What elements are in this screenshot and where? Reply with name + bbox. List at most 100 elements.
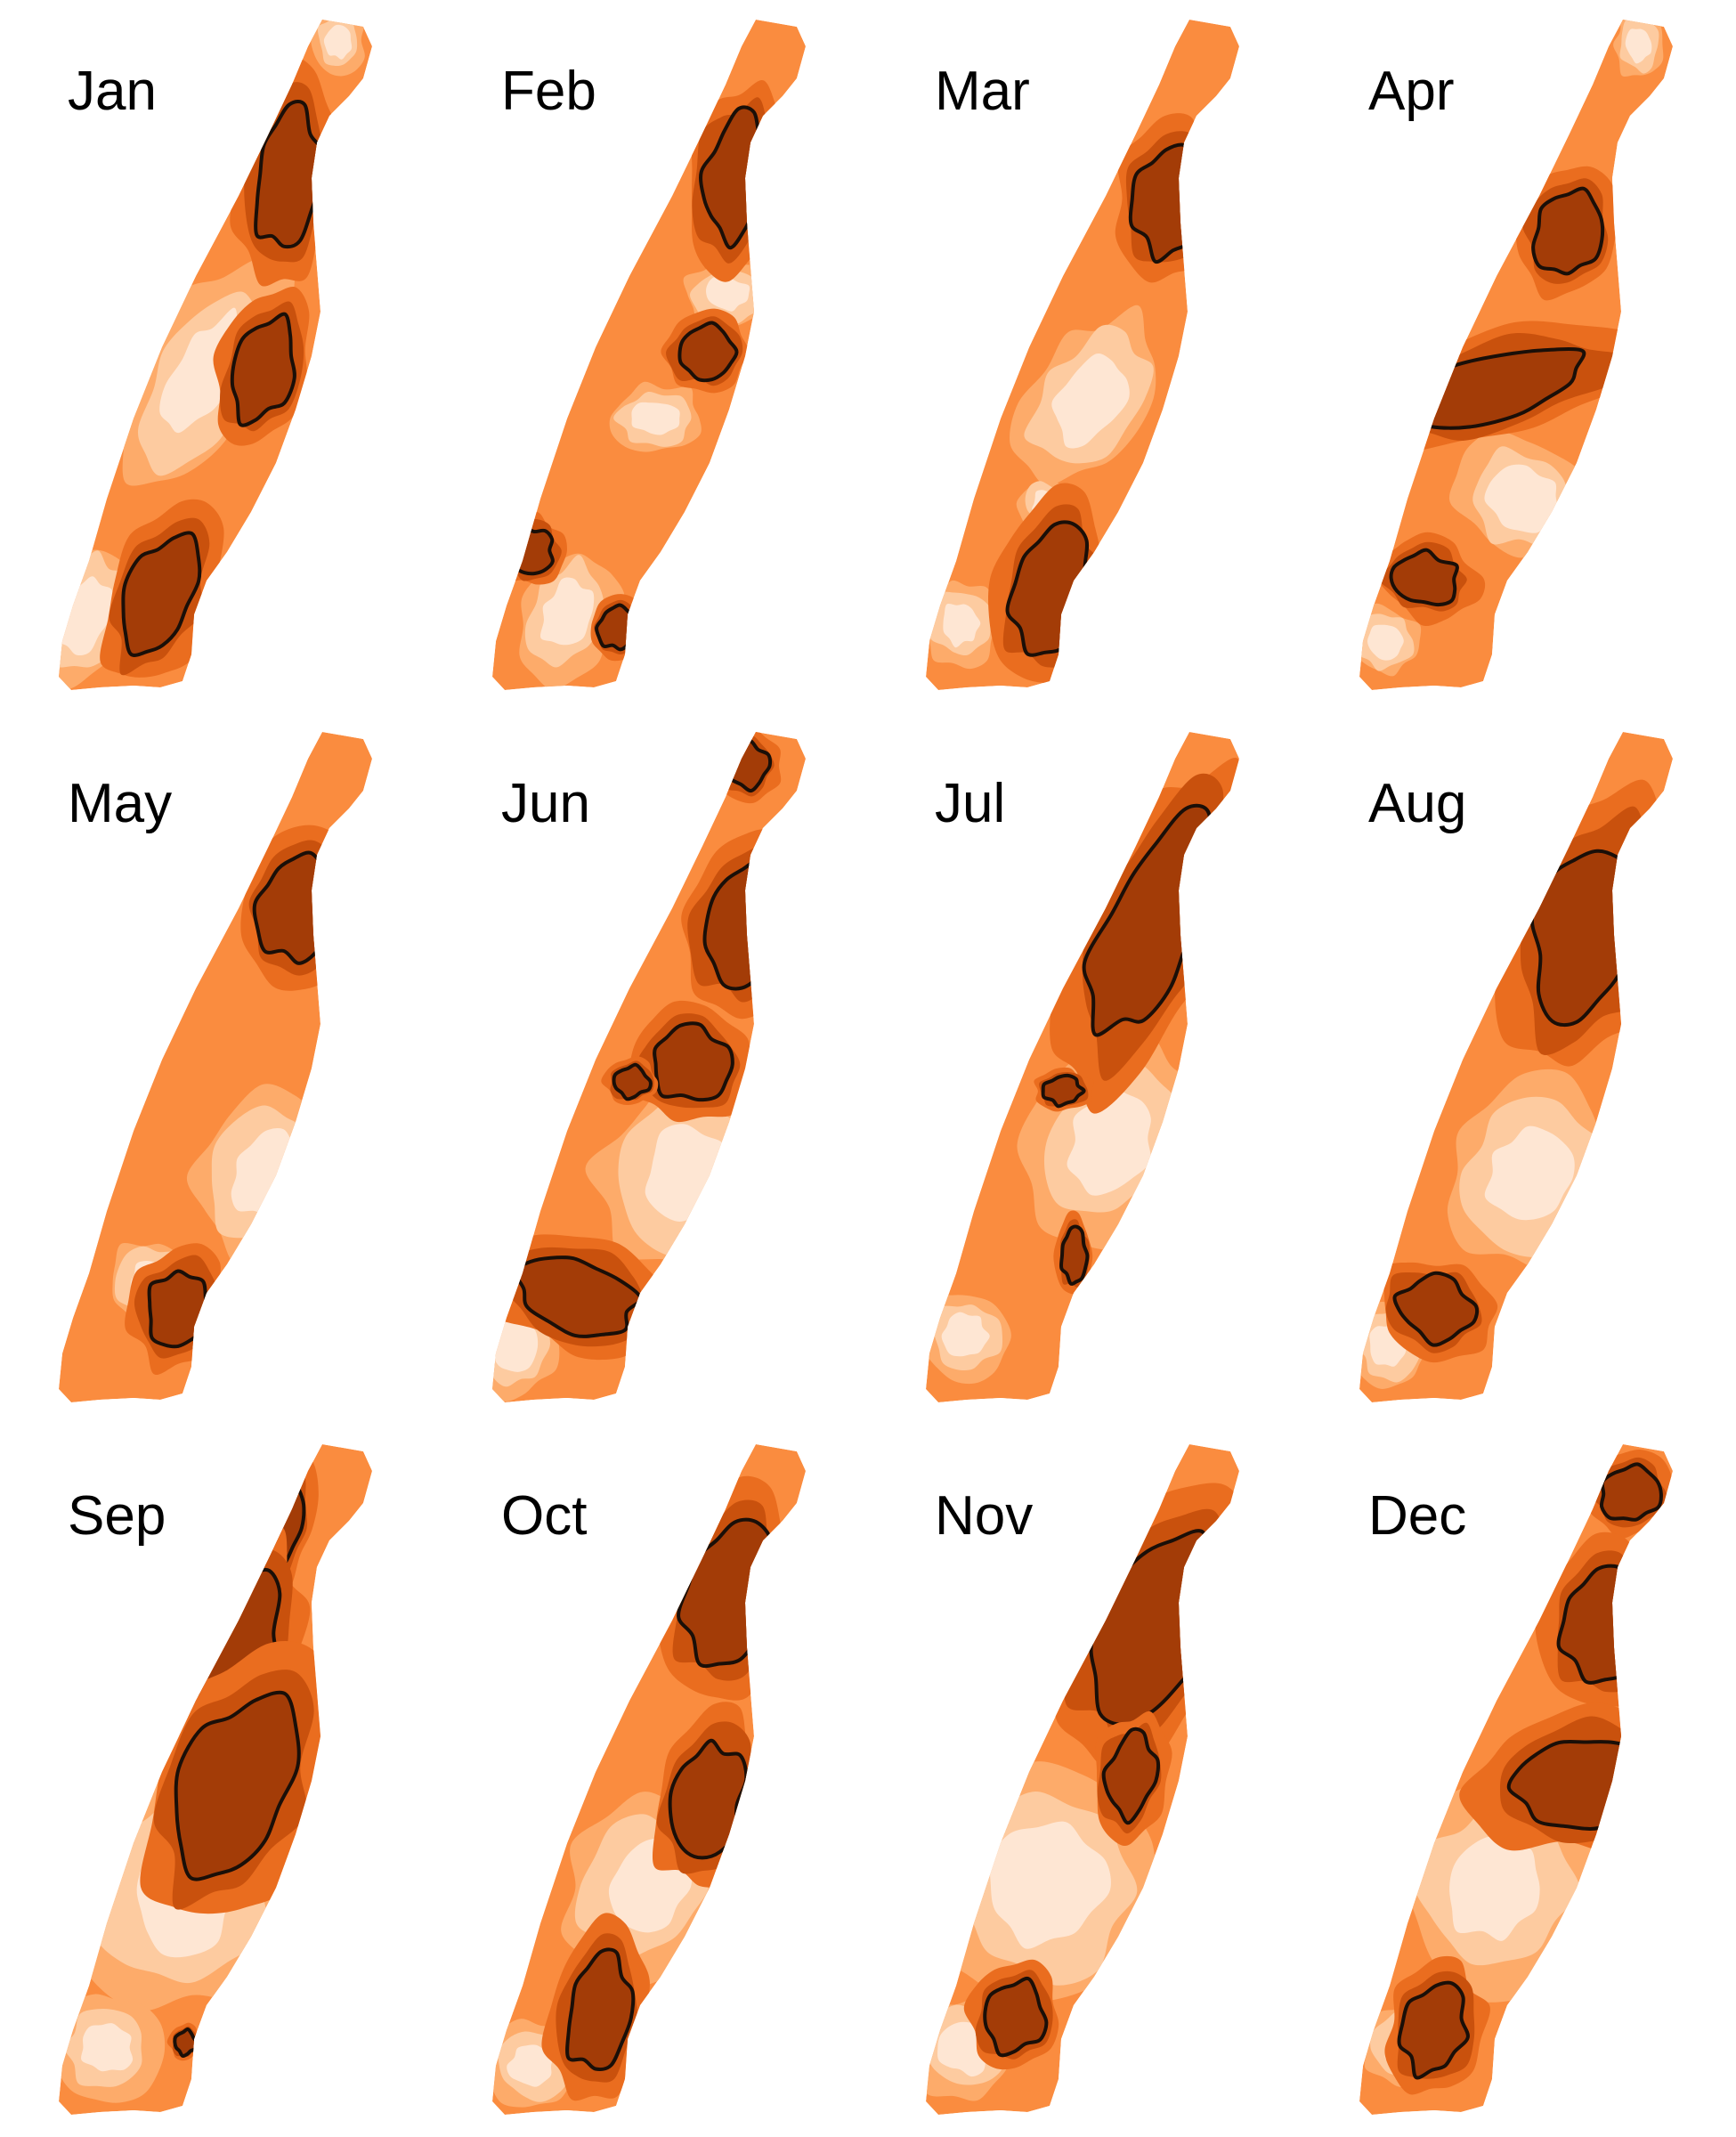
significance-contour (1005, 520, 1092, 657)
manhattan-map (926, 732, 1239, 1402)
significance-contour (121, 531, 202, 657)
low-value-zone (645, 1124, 744, 1222)
low-value-zone (1484, 1125, 1575, 1221)
low-value-zone (1067, 1088, 1151, 1196)
significance-contour (565, 1947, 636, 2071)
low-value-zone (81, 2023, 134, 2072)
month-label: Jan (68, 61, 157, 122)
manhattan-map (1359, 732, 1673, 1402)
significance-contour (1101, 1727, 1161, 1825)
significance-contour (147, 1269, 208, 1349)
month-label: May (68, 773, 173, 834)
heat-surface (59, 20, 372, 690)
significance-contour (1041, 1073, 1086, 1109)
low-value-zone (1484, 464, 1558, 533)
high-value-zone (515, 1256, 641, 1337)
high-value-zone (256, 101, 322, 248)
low-value-zone (507, 2044, 554, 2087)
high-value-zone (123, 532, 200, 655)
high-value-zone (1091, 1531, 1211, 1725)
manhattan-map (1359, 1444, 1673, 2115)
significance-contour (1531, 186, 1605, 276)
low-value-zone (1051, 353, 1130, 449)
significance-contour (1599, 1462, 1663, 1522)
significance-contour (174, 1690, 301, 1881)
high-value-zone (1083, 805, 1210, 1036)
significance-contour (1389, 548, 1459, 607)
map-panel-jan: Jan (0, 0, 434, 712)
manhattan-map (926, 20, 1239, 690)
month-label: Jun (501, 773, 590, 834)
month-label: Mar (935, 61, 1030, 122)
significance-contour (677, 321, 739, 383)
high-value-zone (1060, 1226, 1088, 1284)
low-value-zone (1449, 1836, 1540, 1941)
significance-contour (254, 99, 324, 249)
high-value-zone (926, 1277, 934, 1296)
map-panel-feb: Feb (434, 0, 867, 712)
manhattan-map (1359, 20, 1673, 690)
low-value-zone (1625, 28, 1652, 64)
high-value-zone (149, 1271, 207, 1347)
month-label: Aug (1368, 773, 1467, 834)
map-panel-apr: Apr (1301, 0, 1734, 712)
significance-contour (612, 1062, 653, 1101)
heat-surface (59, 1444, 372, 2115)
manhattan-map (492, 1444, 806, 2115)
month-label: Feb (501, 61, 596, 122)
significance-contour (926, 1275, 936, 1297)
month-label: Nov (935, 1485, 1034, 1547)
map-panel-sep: Sep (0, 1425, 434, 2137)
high-value-zone (506, 527, 553, 574)
high-value-zone (1533, 188, 1603, 274)
significance-contour (173, 2027, 199, 2059)
map-panel-jul: Jul (867, 712, 1301, 1425)
high-value-zone (679, 322, 737, 381)
high-value-zone (596, 605, 636, 650)
manhattan-map (492, 20, 806, 690)
low-value-zone (989, 1821, 1111, 1949)
significance-contour (1392, 1271, 1480, 1347)
high-value-zone (1399, 1982, 1468, 2078)
significance-contour (668, 1738, 749, 1860)
high-value-zone (985, 1978, 1047, 2056)
low-value-zone (323, 24, 353, 60)
low-value-zone (492, 1317, 539, 1372)
map-panel-aug: Aug (1301, 712, 1734, 1425)
high-value-zone (567, 1949, 634, 2070)
low-value-zone (539, 577, 595, 646)
low-value-zone (943, 603, 981, 648)
manhattan-map (59, 20, 372, 690)
manhattan-map (492, 732, 806, 1402)
map-panel-may: May (0, 712, 434, 1425)
significance-contour (653, 1021, 734, 1102)
high-value-zone (1391, 549, 1457, 605)
high-value-zone (1601, 1464, 1661, 1520)
month-label: Sep (68, 1485, 166, 1547)
manhattan-map (59, 1444, 372, 2115)
high-value-zone (669, 1740, 747, 1858)
high-value-zone (654, 1023, 733, 1101)
month-label: Oct (501, 1485, 588, 1547)
map-panel-dec: Dec (1301, 1425, 1734, 2137)
low-value-zone (631, 402, 680, 435)
low-value-zone (941, 1312, 990, 1357)
month-label: Apr (1368, 61, 1455, 122)
map-panel-oct: Oct (434, 1425, 867, 2137)
high-value-zone (1531, 850, 1647, 1026)
month-label: Dec (1368, 1485, 1467, 1547)
map-panel-nov: Nov (867, 1425, 1301, 2137)
month-label: Jul (935, 773, 1006, 834)
low-value-zone (706, 274, 750, 312)
significance-contour (1397, 1980, 1470, 2080)
high-value-zone (231, 313, 295, 426)
map-panel-mar: Mar (867, 0, 1301, 712)
manhattan-map (59, 732, 372, 1402)
manhattan-map (926, 1444, 1239, 2115)
high-value-zone (926, 1272, 940, 1301)
high-value-zone (926, 1274, 937, 1297)
significance-contour (230, 312, 296, 427)
significance-contour (983, 1976, 1049, 2058)
map-panel-jun: Jun (434, 712, 867, 1425)
